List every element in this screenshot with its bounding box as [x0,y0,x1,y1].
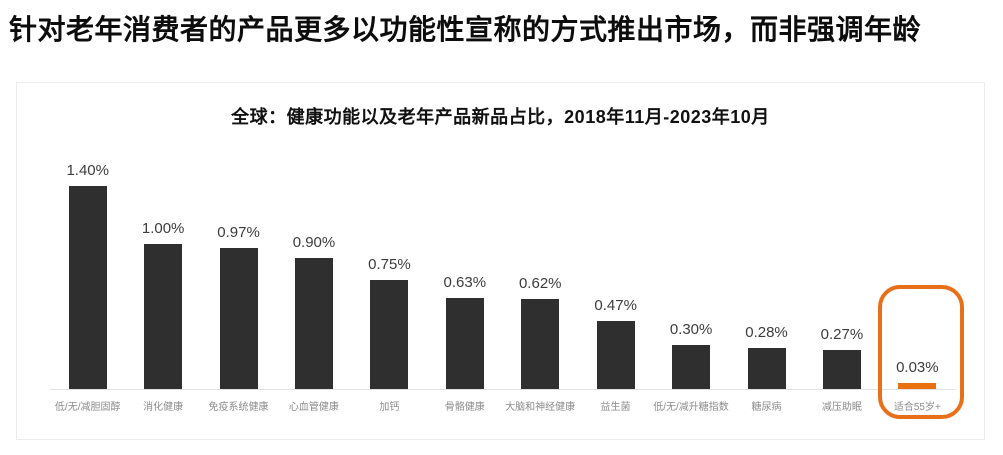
category-label: 免疫系统健康 [208,402,269,413]
chart-card: 全球：健康功能以及老年产品新品占比，2018年11月-2023年10月 1.40… [16,82,985,440]
bar [219,248,258,389]
page-title: 针对老年消费者的产品更多以功能性宣称的方式推出市场，而非强调年龄 [9,14,922,45]
bar-value-label: 0.75% [368,256,411,273]
bar-value-label: 0.97% [217,224,260,241]
bar-column: 0.90% [276,234,351,389]
category-label: 加钙 [379,402,400,413]
bar-column: 0.27% [804,326,879,389]
category-label: 大脑和神经健康 [505,402,576,413]
category-label: 心血管健康 [288,402,339,413]
chart-title: 全球：健康功能以及老年产品新品占比，2018年11月-2023年10月 [231,107,770,127]
category-label: 减压助眠 [821,402,862,413]
bar-highlighted [898,383,937,389]
bar [294,258,333,389]
bar-value-label: 0.27% [820,326,864,343]
bar [445,298,484,389]
bar-value-label: 1.00% [141,220,185,237]
bar [747,348,786,389]
bar-column: 0.97% [201,224,276,389]
bar-value-label: 0.62% [518,275,562,292]
category-label: 低/无/减升糖指数 [653,402,729,413]
bar-column: 0.47% [578,297,653,389]
bar-chart: 1.40% 1.00% 0.97% 0.90% 0.75% 0.63% 0.62% 0.47%… [50,152,955,390]
bar-value-label: 0.30% [669,321,713,338]
bar-column: 0.75% [352,256,427,389]
category-label: 益生菌 [600,402,631,413]
bar-column: 0.28% [729,324,804,389]
category-label: 糖尿病 [751,402,782,413]
category-labels-row: 低/无/减胆固醇 消化健康 免疫系统健康 心血管健康 加钙 骨骼健康 大脑和神经健康 益生菌 低… [50,398,955,413]
bar-column: 1.40% [50,162,125,389]
category-label: 低/无/减胆固醇 [54,402,121,413]
bar-column: 0.03% [880,359,955,389]
category-label: 消化健康 [143,402,184,413]
bar-value-label: 1.40% [66,162,109,179]
category-label: 骨骼健康 [444,402,485,413]
bar [521,299,560,389]
bar-value-label: 0.28% [745,324,788,341]
bar-column: 0.63% [427,274,502,389]
bar [596,321,635,389]
bar-value-label: 0.63% [443,274,487,291]
bar-value-label: 0.90% [292,234,336,251]
bar-value-label: 0.47% [594,297,637,314]
bar [144,244,183,389]
bar [672,345,711,389]
bar [68,186,107,389]
category-label: 适合55岁+ [893,402,941,413]
bar-column: 0.62% [503,275,578,389]
bar [822,350,861,389]
bar [370,280,409,389]
bar-column: 1.00% [125,220,200,389]
bar-column: 0.30% [653,321,728,389]
bar-value-label: 0.03% [896,359,939,376]
